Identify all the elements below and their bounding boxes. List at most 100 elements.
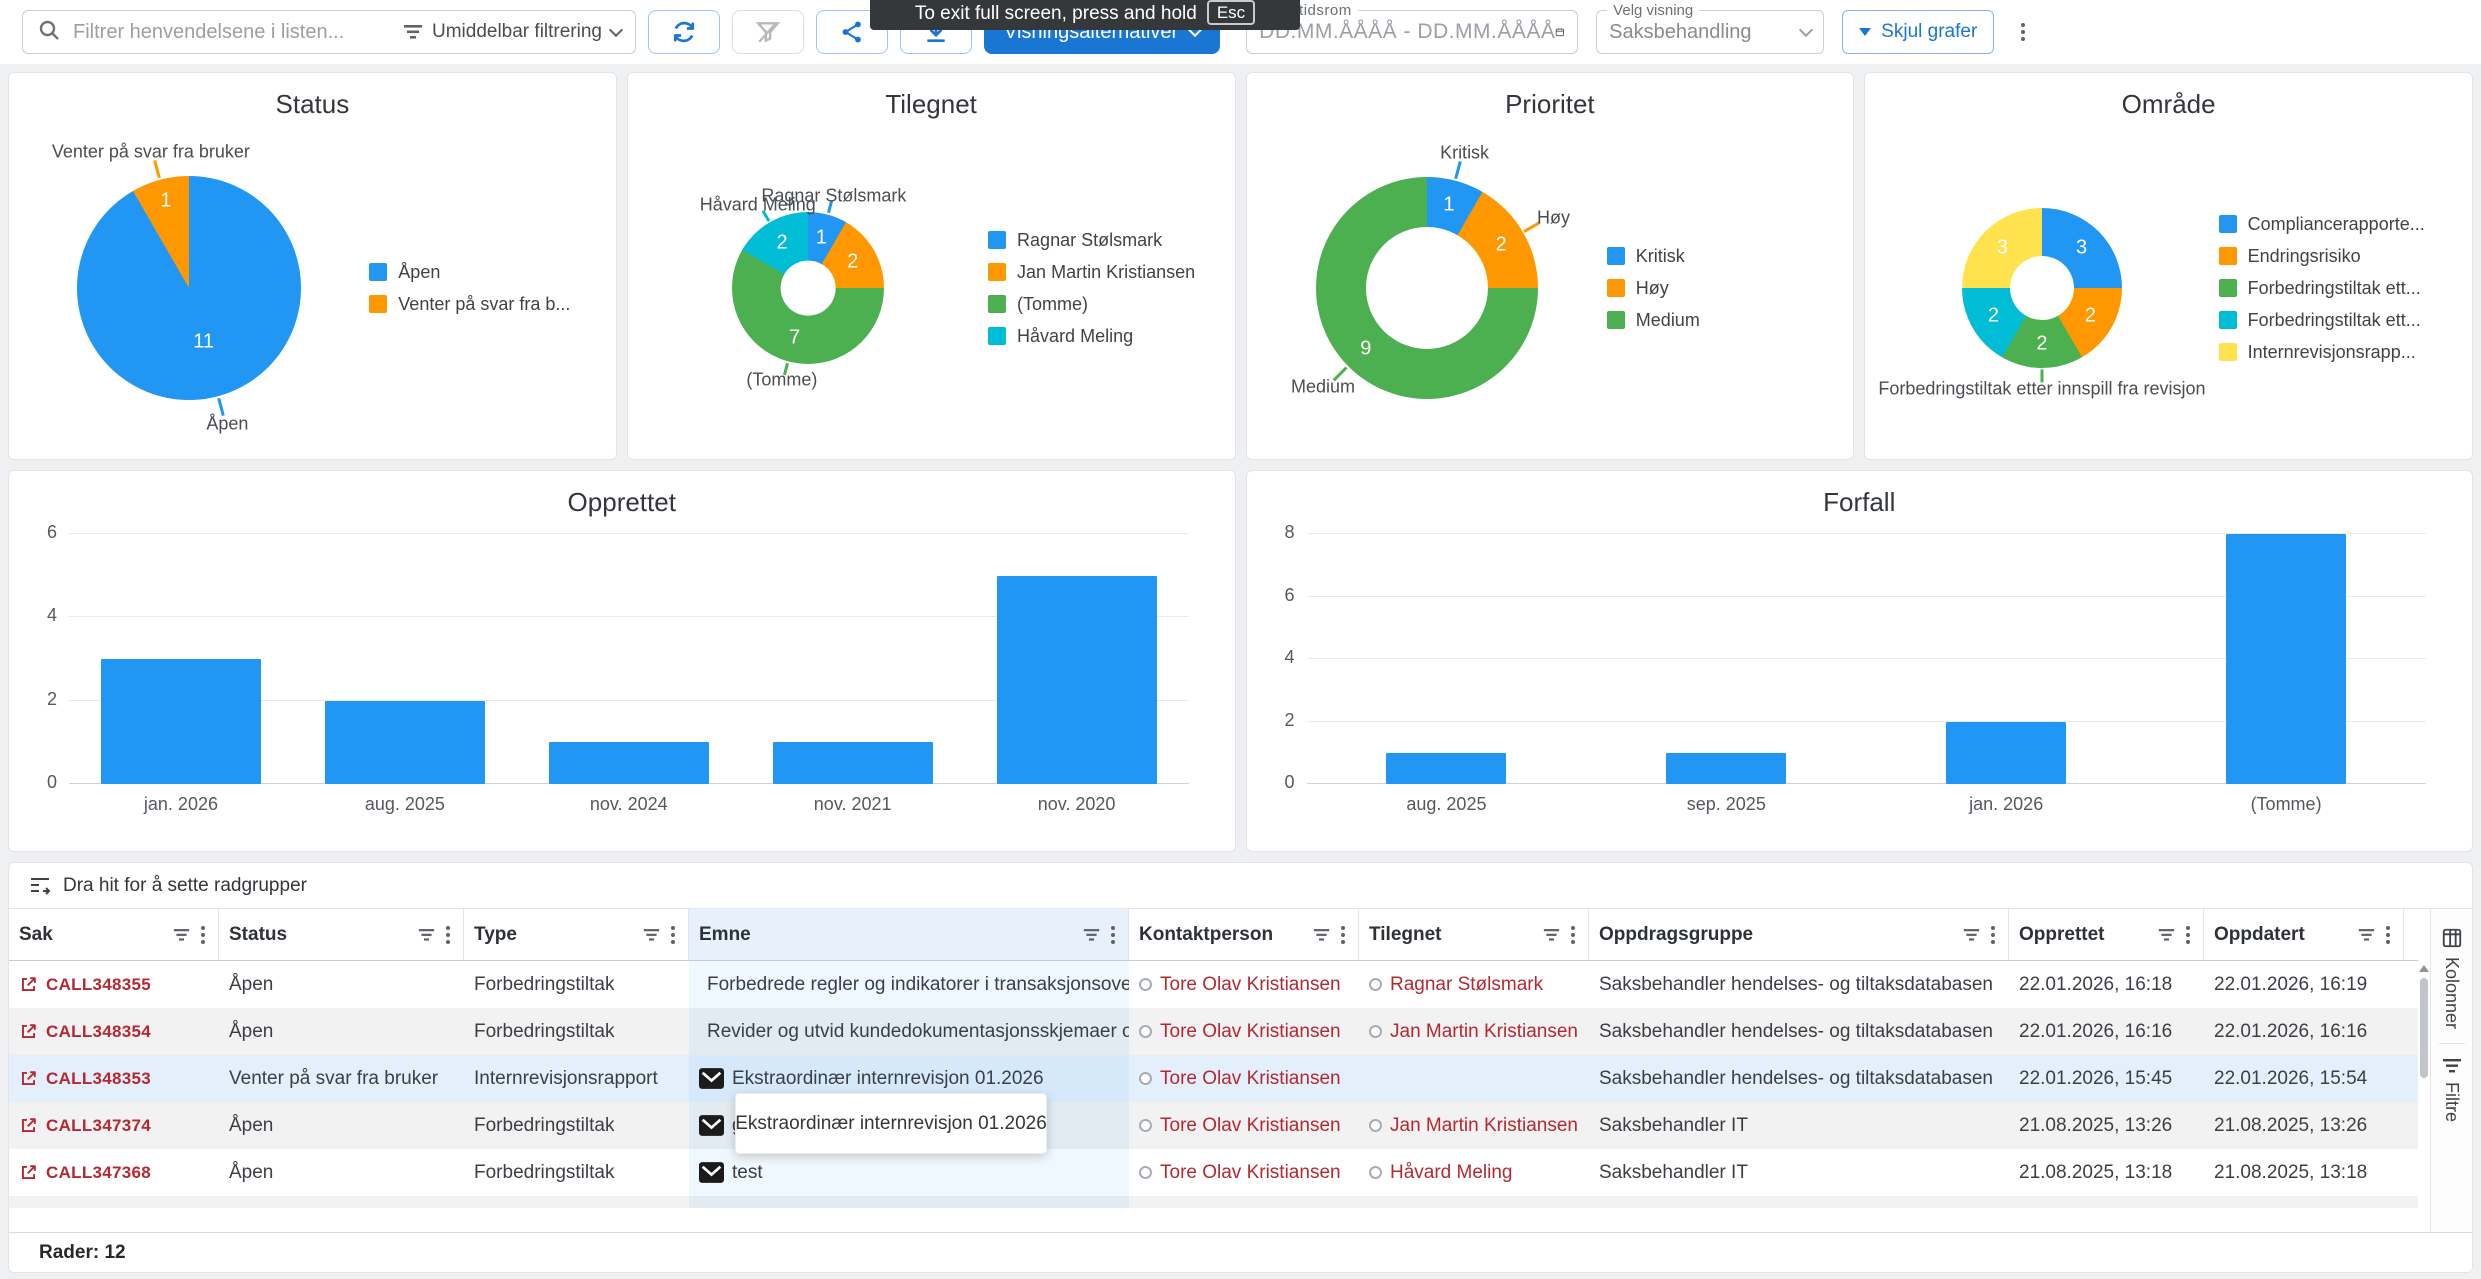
column-header-sak[interactable]: Sak — [9, 909, 219, 960]
table-cell: Tore Olav Kristiansen — [1129, 1008, 1359, 1055]
table-row[interactable]: CALL348353Venter på svar fra brukerInter… — [9, 1055, 2418, 1102]
legend-item[interactable]: Høy — [1607, 278, 1839, 299]
open-case-icon — [19, 1116, 38, 1135]
filter-lines-icon[interactable] — [1313, 928, 1330, 942]
search-box[interactable]: Umiddelbar filtrering — [22, 10, 636, 54]
kebab-icon[interactable] — [2386, 933, 2390, 937]
filters-panel-tab[interactable]: Filtre — [2441, 1050, 2462, 1130]
legend-item[interactable]: Internrevisjonsrapp... — [2219, 342, 2458, 363]
kebab-icon[interactable] — [1341, 933, 1345, 937]
rows-count: Rader: 12 — [39, 1242, 126, 1264]
side-rail: Kolonner Filtre — [2430, 909, 2472, 1232]
case-link[interactable]: CALL348355 — [46, 975, 151, 995]
legend-item[interactable]: Endringsrisiko — [2219, 246, 2458, 267]
filter-lines-icon[interactable] — [2158, 928, 2175, 942]
table-cell: Saksbehandler hendelses- og tiltaksdatab… — [1589, 961, 2009, 1008]
case-link[interactable]: CALL348353 — [46, 1069, 151, 1089]
search-input[interactable] — [71, 20, 393, 45]
legend-label: Ragnar Stølsmark — [1017, 230, 1162, 251]
table-row[interactable]: CALL347368ÅpenForbedringstiltaktestTore … — [9, 1149, 2418, 1196]
contact-person-link[interactable]: Tore Olav Kristiansen — [1160, 1021, 1341, 1043]
kebab-icon[interactable] — [1991, 933, 1995, 937]
view-select-label: Velg visning — [1607, 2, 1699, 19]
kebab-icon[interactable] — [446, 933, 450, 937]
slice-callout-label: Forbedringstiltak etter innspill fra rev… — [1878, 378, 2205, 399]
column-header-emne[interactable]: Emne — [689, 909, 1129, 960]
y-axis-tick-label: 2 — [21, 689, 57, 710]
kebab-icon[interactable] — [671, 933, 675, 937]
table-row[interactable]: CALL348355ÅpenForbedringstiltakForbedred… — [9, 961, 2418, 1008]
calendar-icon[interactable] — [1555, 20, 1565, 44]
legend-item[interactable]: Compliancerapporte... — [2219, 214, 2458, 235]
column-header-oppdatert[interactable]: Oppdatert — [2204, 909, 2404, 960]
case-link[interactable]: CALL348354 — [46, 1022, 151, 1042]
y-axis-tick-label: 4 — [1259, 647, 1295, 668]
legend-item[interactable]: Venter på svar fra b... — [369, 294, 601, 315]
filter-lines-icon[interactable] — [418, 928, 435, 942]
filter-lines-icon[interactable] — [1963, 928, 1980, 942]
table-cell: 21.08.2025, 13:18 — [2009, 1149, 2204, 1196]
scroll-up-icon[interactable] — [2419, 965, 2429, 972]
toolbar-more-menu[interactable] — [2006, 10, 2040, 54]
legend-item[interactable]: Forbedringstiltak ett... — [2219, 278, 2458, 299]
legend-item[interactable]: Medium — [1607, 310, 1839, 331]
contact-person-link[interactable]: Tore Olav Kristiansen — [1160, 1068, 1341, 1090]
case-link[interactable]: CALL347368 — [46, 1163, 151, 1183]
emne-text: Revider og utvid kundedokumentasjonsskje… — [707, 1021, 1129, 1043]
legend-item[interactable]: Åpen — [369, 262, 601, 283]
table-cell: Saksbehandler hendelses- og tiltaksdatab… — [1589, 1055, 2009, 1102]
column-header-tilegnet[interactable]: Tilegnet — [1359, 909, 1589, 960]
filter-lines-icon[interactable] — [643, 928, 660, 942]
data-grid: SakStatusTypeEmneKontaktpersonTilegnetOp… — [9, 909, 2418, 1208]
kebab-icon[interactable] — [2186, 933, 2190, 937]
legend-item[interactable]: Ragnar Stølsmark — [988, 230, 1220, 251]
assignee-link[interactable]: Jan Martin Kristiansen — [1390, 1021, 1578, 1043]
row-group-dropzone[interactable]: Dra hit for å sette radgrupper — [9, 863, 2472, 909]
table-cell — [1359, 1055, 1589, 1102]
contact-person-link[interactable]: Tore Olav Kristiansen — [1160, 974, 1341, 996]
instant-filter-dropdown[interactable]: Umiddelbar filtrering — [403, 21, 621, 43]
vertical-scrollbar[interactable] — [2417, 962, 2430, 1220]
filter-lines-icon[interactable] — [173, 928, 190, 942]
assignee-link[interactable]: Jan Martin Kristiansen — [1390, 1115, 1578, 1137]
column-header-kontaktperson[interactable]: Kontaktperson — [1129, 909, 1359, 960]
legend-swatch — [988, 327, 1006, 345]
table-cell: 21.08.2025, 13:26 — [2204, 1102, 2404, 1149]
legend-item[interactable]: Kritisk — [1607, 246, 1839, 267]
slice-callout-label: (Tomme) — [746, 370, 817, 391]
filter-lines-icon[interactable] — [1083, 928, 1100, 942]
table-row[interactable]: CALL348354ÅpenForbedringstiltakRevider o… — [9, 1008, 2418, 1055]
scrollbar-thumb[interactable] — [2420, 978, 2428, 1078]
kebab-icon[interactable] — [201, 933, 205, 937]
columns-panel-tab[interactable]: Kolonner — [2441, 919, 2463, 1037]
clear-filter-button[interactable] — [732, 10, 804, 54]
kebab-icon[interactable] — [1111, 933, 1115, 937]
y-axis-tick-label: 4 — [21, 605, 57, 626]
column-header-status[interactable]: Status — [219, 909, 464, 960]
case-link[interactable]: CALL347374 — [46, 1116, 151, 1136]
legend-item[interactable]: Jan Martin Kristiansen — [988, 262, 1220, 283]
filter-lines-icon[interactable] — [1543, 928, 1560, 942]
view-select[interactable]: Velg visning Saksbehandling — [1596, 10, 1824, 54]
omrade-chart-card: Område 32223Forbedringstiltak etter inns… — [1864, 72, 2473, 460]
kebab-icon[interactable] — [1571, 933, 1575, 937]
legend-item[interactable]: Forbedringstiltak ett... — [2219, 310, 2458, 331]
column-header-opprettet[interactable]: Opprettet — [2009, 909, 2204, 960]
assignee-link[interactable]: Ragnar Stølsmark — [1390, 974, 1543, 996]
slice-callout-label: Medium — [1291, 376, 1355, 397]
row-groups-icon — [29, 876, 51, 896]
column-header-type[interactable]: Type — [464, 909, 689, 960]
table-row[interactable]: CALL347374ÅpenForbedringstiltakgTore Ola… — [9, 1102, 2418, 1149]
esc-key-badge: Esc — [1207, 0, 1255, 25]
column-header-oppdragsgruppe[interactable]: Oppdragsgruppe — [1589, 909, 2009, 960]
presence-ring-icon — [1139, 1025, 1152, 1038]
legend-item[interactable]: Håvard Meling — [988, 326, 1220, 347]
refresh-button[interactable] — [648, 10, 720, 54]
table-cell: Saksbehandler IT — [1589, 1149, 2009, 1196]
legend-item[interactable]: (Tomme) — [988, 294, 1220, 315]
filter-lines-icon[interactable] — [2358, 928, 2375, 942]
assignee-link[interactable]: Håvard Meling — [1390, 1162, 1513, 1184]
hide-charts-button[interactable]: Skjul grafer — [1842, 10, 1994, 54]
contact-person-link[interactable]: Tore Olav Kristiansen — [1160, 1115, 1341, 1137]
contact-person-link[interactable]: Tore Olav Kristiansen — [1160, 1162, 1341, 1184]
